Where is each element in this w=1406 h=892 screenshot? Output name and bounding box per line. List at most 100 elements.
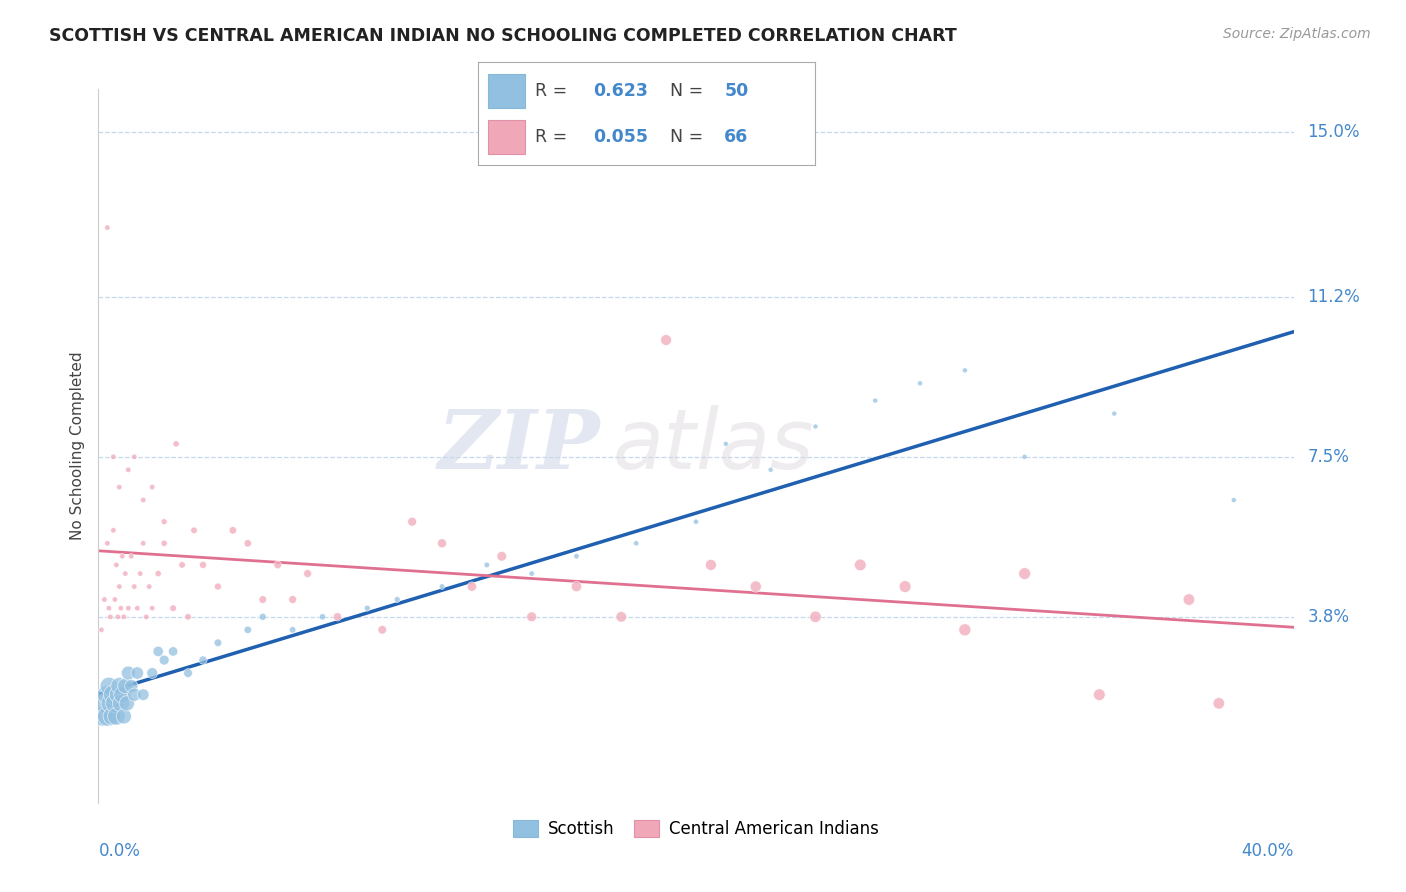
Point [107, 610, 129, 624]
Text: 0.623: 0.623 [593, 82, 648, 100]
Point [153, 653, 176, 667]
Point [520, 566, 543, 581]
Point [252, 592, 274, 607]
Point [191, 558, 214, 572]
Point [132, 536, 155, 550]
Point [90, 623, 112, 637]
Point [297, 566, 319, 581]
Point [148, 644, 170, 658]
Point [626, 536, 648, 550]
Text: Source: ZipAtlas.com: Source: ZipAtlas.com [1223, 27, 1371, 41]
Point [430, 536, 453, 550]
Bar [488, 74, 526, 108]
Point [183, 524, 205, 538]
Text: 40.0%: 40.0% [1241, 842, 1294, 860]
Point [101, 709, 124, 723]
Point [311, 610, 333, 624]
Text: 11.2%: 11.2% [1308, 288, 1360, 306]
Point [714, 437, 737, 451]
Point [385, 592, 409, 607]
Point [207, 636, 229, 650]
Point [162, 644, 184, 658]
Legend: Scottish, Central American Indians: Scottish, Central American Indians [506, 813, 886, 845]
Point [97, 601, 120, 615]
Point [97, 679, 120, 693]
Point [110, 696, 132, 710]
Point [115, 696, 138, 710]
Text: N =: N = [671, 82, 709, 100]
Point [103, 688, 125, 702]
Point [114, 679, 136, 693]
Point [1208, 696, 1230, 710]
Point [685, 515, 707, 529]
Point [138, 580, 160, 594]
Point [356, 601, 378, 615]
Point [96, 220, 118, 235]
Point [222, 524, 245, 538]
Point [132, 493, 155, 508]
Point [120, 679, 142, 693]
Point [124, 688, 146, 702]
Point [91, 709, 114, 723]
Point [105, 709, 128, 723]
Point [475, 558, 498, 572]
Point [96, 709, 118, 723]
Point [108, 480, 131, 494]
Point [804, 610, 827, 624]
Text: N =: N = [671, 128, 709, 145]
Point [124, 450, 146, 464]
Point [93, 696, 115, 710]
Point [129, 566, 152, 581]
Point [141, 601, 163, 615]
Text: 3.8%: 3.8% [1308, 607, 1350, 626]
Point [112, 610, 135, 624]
Point [1178, 592, 1201, 607]
Point [849, 558, 872, 572]
Text: R =: R = [536, 82, 574, 100]
Text: 7.5%: 7.5% [1308, 448, 1350, 466]
Point [281, 623, 304, 637]
Point [281, 592, 304, 607]
Point [236, 623, 259, 637]
Bar [488, 120, 526, 153]
Point [141, 666, 163, 681]
Y-axis label: No Schooling Completed: No Schooling Completed [69, 351, 84, 541]
Point [103, 524, 125, 538]
Point [94, 688, 117, 702]
Point [162, 601, 184, 615]
Point [565, 580, 588, 594]
Point [1014, 566, 1036, 581]
Point [908, 376, 931, 391]
Point [461, 580, 484, 594]
Point [132, 688, 155, 702]
Point [865, 393, 887, 408]
Point [114, 566, 136, 581]
Point [804, 419, 827, 434]
Point [1088, 688, 1111, 702]
Point [953, 363, 976, 377]
Point [110, 601, 132, 615]
Point [104, 696, 127, 710]
Text: 50: 50 [724, 82, 748, 100]
Point [177, 666, 200, 681]
Point [111, 688, 134, 702]
Point [655, 333, 678, 347]
Point [141, 480, 163, 494]
Point [105, 558, 128, 572]
Point [371, 623, 394, 637]
Text: atlas: atlas [613, 406, 814, 486]
Point [111, 549, 134, 564]
Point [267, 558, 290, 572]
Text: R =: R = [536, 128, 574, 145]
Point [117, 463, 139, 477]
Text: 66: 66 [724, 128, 748, 145]
Point [153, 515, 176, 529]
Point [108, 679, 131, 693]
Point [120, 549, 142, 564]
Point [135, 610, 157, 624]
Point [759, 463, 782, 477]
Point [745, 580, 768, 594]
Point [124, 580, 146, 594]
Point [491, 549, 513, 564]
Text: SCOTTISH VS CENTRAL AMERICAN INDIAN NO SCHOOLING COMPLETED CORRELATION CHART: SCOTTISH VS CENTRAL AMERICAN INDIAN NO S… [49, 27, 957, 45]
